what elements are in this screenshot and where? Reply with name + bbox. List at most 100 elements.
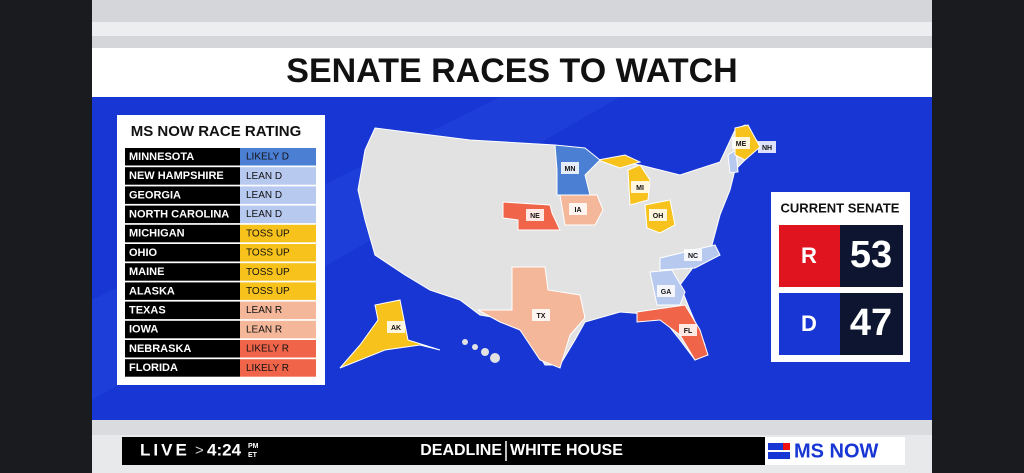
party: R [801,243,817,268]
state-name: IOWA [129,324,158,336]
state-tag-bg [758,141,776,153]
rating: LEAN D [246,209,282,220]
state-name: GEORGIA [129,189,181,201]
state-cell [125,224,240,243]
rating: TOSS UP [246,286,290,297]
top-stripe [92,22,932,36]
state-cell [125,282,240,300]
state-name: ALASKA [129,285,175,297]
state-name: MAINE [129,266,164,278]
state-cell [125,148,240,166]
logo-box [765,437,905,465]
seat-box [840,293,903,355]
state-cell [125,359,240,377]
logo-flag-blue2 [768,452,790,459]
arrow: > [195,442,204,459]
state-tag-bg [684,249,702,261]
state-tag: ME [736,141,747,148]
state-name: TEXAS [129,305,166,317]
state-name: OHIO [129,247,158,259]
state-tag: AK [391,325,401,332]
zone: ET [248,452,258,459]
ampm: PM [248,443,259,450]
rating: LEAN R [246,324,282,335]
rating: LIKELY R [246,363,289,374]
state-tag: MN [565,166,576,173]
rating-cell [240,359,316,377]
state-tag-bg [657,285,675,297]
state-cell [125,340,240,358]
state-tag: GA [661,289,672,296]
rating: LEAN D [246,171,282,182]
state-cell [125,301,240,320]
network: MS NOW [794,440,879,462]
state-shape [477,266,586,369]
state-cell [125,205,240,224]
live: LIVE [140,440,190,459]
rating-cell [240,186,316,204]
state-tag: TX [537,313,546,320]
ratings-heading: MS NOW RACE RATING [131,123,302,140]
hawaii [462,339,500,363]
rating: LEAN R [246,305,282,316]
state-tag-bg [732,137,750,149]
rating: LEAN D [246,190,282,201]
state-cell [125,186,240,204]
senate-heading: CURRENT SENATE [781,200,900,215]
logo-flag-red [783,443,790,450]
state-tag-bg [532,309,550,321]
state-name: MICHIGAN [129,228,185,240]
state-tag-bg [649,209,667,221]
rating-cell [240,205,316,224]
state-name: NEBRASKA [129,343,191,355]
state-name: FLORIDA [129,362,178,374]
state-name: NEW HAMPSHIRE [129,170,224,182]
rating-cell [240,263,316,281]
rating-cell [240,340,316,358]
state-tag-bg [561,162,579,174]
rating-cell [240,301,316,320]
state-cell [125,167,240,185]
state-tag-bg [569,203,587,215]
seats: 47 [850,302,892,344]
seat-box [840,225,903,287]
seats: 53 [850,234,892,276]
state-tag: IA [575,207,582,214]
state-shape [339,299,441,369]
title-band [92,48,932,97]
rating-cell [240,244,316,262]
logo-flag-blue [768,443,790,450]
state-tag: OH [653,213,664,220]
rating: LIKELY R [246,344,289,355]
state-name: MINNESOTA [129,151,194,163]
rating-cell [240,320,316,339]
rating: TOSS UP [246,248,290,259]
rating-cell [240,148,316,166]
state-tag: MI [636,185,644,192]
rating: TOSS UP [246,228,290,239]
state-tag: NH [762,145,772,152]
state-tag: NC [688,253,698,260]
show-name: WHITE HOUSE [510,442,623,459]
time: 4:24 [207,440,242,459]
state-tag-bg [387,321,405,333]
state-cell [125,263,240,281]
state-cell [125,320,240,339]
state-name: NORTH CAROLINA [129,209,229,221]
state-tag-bg [631,181,649,193]
state-tag-bg [526,209,544,221]
party: D [801,311,817,336]
show: DEADLINE [420,442,502,459]
state-cell [125,244,240,262]
rating-cell [240,167,316,185]
state-tag: NE [530,213,540,220]
party-box [779,293,840,355]
title: SENATE RACES TO WATCH [286,52,737,90]
rating: LIKELY D [246,152,289,163]
state-tag: FL [684,328,693,335]
lower-bar [92,420,932,435]
state-shape [636,304,709,361]
rating-cell [240,282,316,300]
rating: TOSS UP [246,267,290,278]
state-shape [596,154,642,169]
